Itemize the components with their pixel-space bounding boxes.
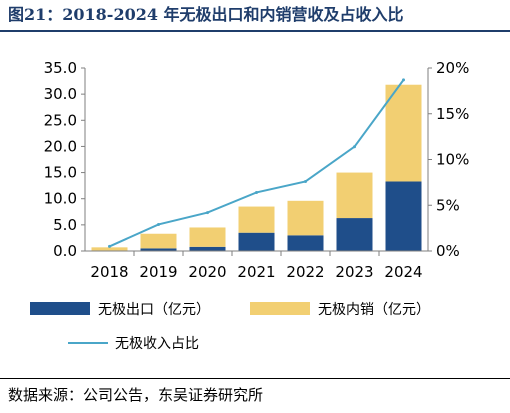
ratio-point [157, 222, 160, 226]
ratio-point [402, 78, 405, 82]
x-tick-label: 2022 [286, 263, 324, 281]
bar-export [336, 218, 373, 251]
bar-domestic [140, 233, 177, 249]
left-tick-label: 5.0 [53, 216, 77, 234]
right-tick-label: 5% [436, 196, 460, 214]
left-tick-label: 35.0 [44, 59, 77, 77]
source-note: 数据来源：公司公告，东吴证券研究所 [8, 386, 264, 404]
bar-export [238, 232, 275, 251]
left-tick-label: 10.0 [44, 190, 77, 208]
bar-export [140, 248, 177, 251]
x-tick-label: 2023 [335, 263, 373, 281]
legend-swatch-export [30, 302, 90, 315]
bar-domestic [238, 206, 275, 233]
chart-title: 图21：2018-2024 年无极出口和内销营收及占收入比 [8, 5, 404, 24]
stacked-bar-line-chart: 0.0 5.0 10.0 15.0 20.0 25.0 30.0 35.0 0% 5% 10% 15… [30, 59, 469, 352]
left-tick-label: 30.0 [44, 85, 77, 103]
source-divider [0, 378, 510, 379]
legend-label-export: 无极出口（亿元） [98, 302, 210, 318]
left-axis-ticks: 0.0 5.0 10.0 15.0 20.0 25.0 30.0 35.0 [44, 59, 85, 260]
ratio-point [304, 179, 307, 183]
bar-domestic [287, 200, 324, 236]
bar-export [287, 235, 324, 251]
left-tick-label: 20.0 [44, 137, 77, 155]
ratio-point [206, 211, 209, 215]
x-tick-label: 2018 [90, 263, 128, 281]
x-tick-label: 2021 [237, 263, 275, 281]
x-tick-label: 2020 [188, 263, 226, 281]
right-axis-ticks: 0% 5% 10% 15% 20% [428, 59, 469, 260]
x-tick-label: 2019 [139, 263, 177, 281]
right-tick-label: 15% [436, 105, 469, 123]
right-tick-label: 20% [436, 59, 469, 77]
bar-domestic [385, 84, 422, 182]
bar-domestic [91, 247, 128, 251]
left-tick-label: 25.0 [44, 111, 77, 129]
x-axis-ticks: 2018 2019 2020 2021 2022 2023 2024 [90, 251, 423, 281]
legend-label-ratio: 无极收入占比 [115, 336, 199, 352]
ratio-line-group [108, 78, 405, 248]
axes-group [84, 68, 429, 252]
ratio-point [108, 244, 111, 248]
bar-export [189, 246, 226, 251]
right-tick-label: 0% [436, 242, 460, 260]
legend: 无极出口（亿元） 无极内销（亿元） 无极收入占比 [30, 302, 430, 352]
legend-swatch-domestic [250, 302, 310, 315]
ratio-point [255, 190, 258, 194]
x-tick-label: 2024 [384, 263, 422, 281]
ratio-point [353, 145, 356, 149]
left-tick-label: 15.0 [44, 164, 77, 182]
left-tick-label: 0.0 [53, 242, 77, 260]
bars-group [91, 84, 422, 251]
bar-domestic [189, 227, 226, 247]
bar-export [385, 181, 422, 251]
title-divider [0, 30, 510, 32]
right-tick-label: 10% [436, 151, 469, 169]
legend-label-domestic: 无极内销（亿元） [318, 302, 430, 318]
bar-domestic [336, 172, 373, 219]
